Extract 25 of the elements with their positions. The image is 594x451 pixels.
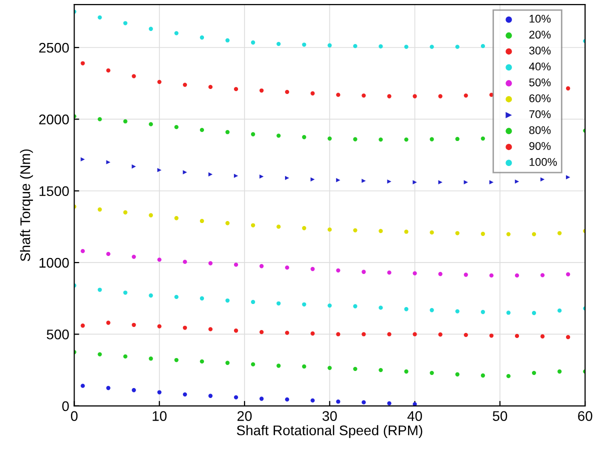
x-tick-label: 40 bbox=[407, 411, 422, 421]
legend-label: 20% bbox=[529, 30, 551, 39]
legend-label: 10% bbox=[530, 14, 551, 23]
y-tick-label: 2000 bbox=[39, 114, 69, 124]
legend-label: 80% bbox=[529, 126, 551, 134]
y-tick-label: 1500 bbox=[40, 186, 69, 196]
legend-label: 100% bbox=[530, 158, 557, 166]
legend-label: 40% bbox=[529, 62, 551, 70]
legend-label: 50% bbox=[529, 78, 551, 86]
x-tick-label: 10 bbox=[152, 411, 167, 421]
x-tick-label: 60 bbox=[578, 411, 592, 421]
legend-label: 70% bbox=[529, 110, 551, 118]
x-axis-title: Shaft Rotational Speed (RPM) bbox=[236, 425, 422, 438]
x-tick-label: 30 bbox=[322, 411, 337, 421]
legend-label: 90% bbox=[529, 142, 551, 150]
y-tick-label: 500 bbox=[46, 330, 69, 340]
x-tick-label: 20 bbox=[238, 411, 252, 421]
y-tick-label: 1000 bbox=[40, 258, 69, 268]
y-axis-title: Shaft Torque (Nm) bbox=[20, 149, 33, 262]
x-tick-label: 50 bbox=[492, 411, 508, 421]
y-tick-label: 0 bbox=[62, 401, 69, 412]
y-tick-label: 2500 bbox=[39, 42, 69, 53]
x-tick-label: 0 bbox=[70, 411, 78, 421]
legend-label: 60% bbox=[529, 94, 551, 102]
legend-label: 30% bbox=[529, 46, 551, 54]
